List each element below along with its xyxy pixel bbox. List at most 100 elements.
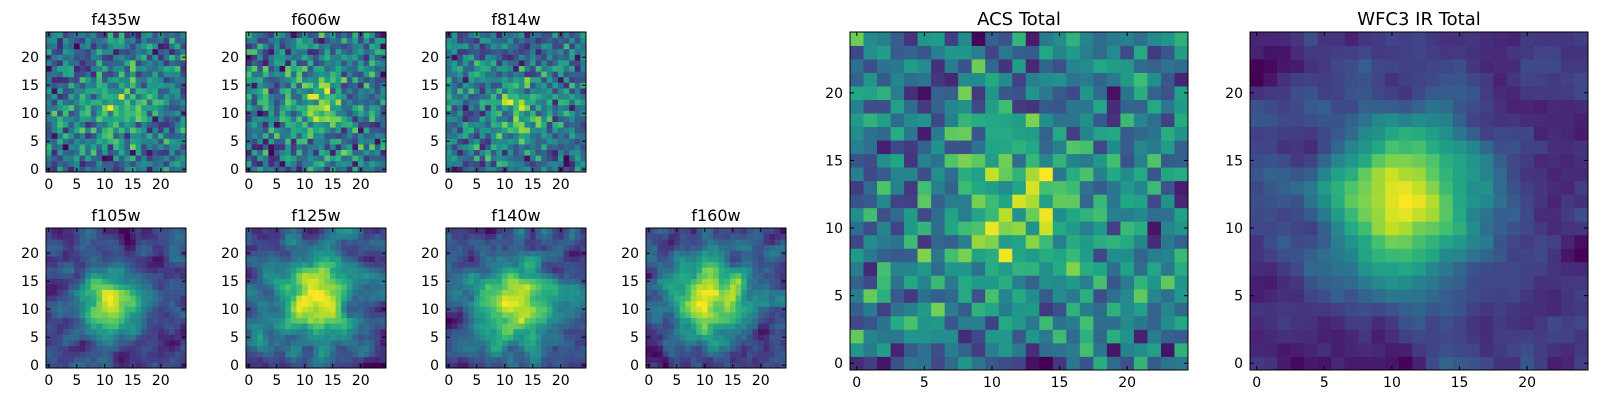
heatmap-cell (251, 121, 258, 128)
heatmap-cell (118, 138, 125, 145)
heatmap-cell (152, 132, 159, 139)
heatmap-cell (485, 116, 492, 122)
heatmap-cell (502, 323, 508, 330)
heatmap-cell (485, 278, 492, 285)
heatmap-cell (485, 267, 492, 274)
heatmap-cell (1039, 248, 1054, 263)
heatmap-cell (180, 121, 187, 128)
heatmap-cell (324, 278, 331, 285)
heatmap-cell (74, 317, 80, 324)
heatmap-cell (163, 362, 170, 369)
heatmap-cell (468, 284, 475, 290)
heatmap-cell (513, 116, 520, 122)
heatmap-cell (363, 104, 370, 111)
heatmap-cell (141, 116, 148, 122)
heatmap-cell (90, 155, 97, 162)
heatmap-cell (124, 82, 131, 89)
heatmap-cell (451, 244, 458, 251)
heatmap-cell (490, 317, 497, 324)
heatmap-cell (118, 306, 125, 313)
heatmap-cell (558, 306, 564, 313)
heatmap-cell (85, 239, 92, 246)
heatmap-cell (485, 88, 492, 94)
heatmap-cell (113, 127, 120, 134)
heatmap-cell (741, 278, 748, 285)
heatmap-cell (307, 121, 314, 128)
heatmap-cell (62, 76, 69, 83)
heatmap-cell (124, 132, 131, 139)
heatmap-cell (657, 261, 664, 268)
y-tick-label: 0 (30, 162, 39, 178)
heatmap-cell (380, 284, 387, 290)
heatmap-cell (890, 153, 905, 168)
heatmap-cell (268, 340, 275, 346)
heatmap-cell (674, 244, 680, 251)
heatmap-cell (541, 278, 548, 285)
heatmap-cell (118, 121, 125, 128)
heatmap-cell (546, 278, 553, 285)
heatmap-cell (451, 239, 458, 246)
heatmap-cell (324, 362, 331, 369)
heatmap-cell (690, 295, 697, 302)
heatmap-cell (174, 233, 181, 240)
heatmap-cell (102, 93, 108, 100)
heatmap-cell (380, 88, 387, 94)
heatmap-cell (713, 233, 720, 240)
heatmap-cell (363, 340, 370, 346)
heatmap-cell (462, 278, 469, 285)
heatmap-cell (85, 323, 92, 330)
heatmap-cell (1012, 167, 1027, 182)
heatmap-cell (163, 239, 170, 246)
heatmap-cell (141, 132, 148, 139)
heatmap-cell (474, 43, 480, 50)
heatmap-cell (558, 60, 564, 66)
heatmap-cell (335, 284, 342, 290)
heatmap-cell (563, 71, 570, 78)
heatmap-cell (285, 244, 292, 251)
heatmap-cell (113, 76, 120, 83)
y-tick-label: 10 (421, 106, 439, 122)
heatmap-cell (135, 132, 142, 139)
heatmap-cell (285, 144, 292, 150)
heatmap-cell (51, 37, 58, 44)
heatmap-cell (530, 345, 536, 352)
heatmap-cell (257, 250, 264, 257)
heatmap-cell (358, 233, 364, 240)
heatmap-cell (90, 351, 97, 358)
heatmap-cell (451, 267, 458, 274)
heatmap-cell (479, 54, 486, 61)
heatmap-cell (474, 267, 480, 274)
heatmap-cell (285, 340, 292, 346)
heatmap-cell (369, 149, 376, 156)
heatmap-cell (958, 315, 973, 330)
heatmap-cell (296, 295, 303, 302)
heatmap-cell (330, 132, 336, 139)
heatmap-cell (246, 88, 252, 94)
heatmap-cell (274, 312, 280, 318)
heatmap-cell (163, 272, 170, 279)
heatmap-cell (1052, 275, 1067, 290)
heatmap-cell (285, 82, 292, 89)
heatmap-cell (707, 239, 714, 246)
heatmap-cell (279, 155, 286, 162)
heatmap-cell (358, 267, 364, 274)
heatmap-cell (735, 300, 742, 307)
heatmap-cell (174, 110, 181, 117)
heatmap-cell (318, 93, 325, 100)
heatmap-cell (57, 362, 64, 369)
heatmap-cell (158, 37, 164, 44)
heatmap-cell (352, 48, 359, 55)
heatmap-cell (931, 153, 946, 168)
heatmap-cell (296, 334, 303, 341)
heatmap-cell (574, 345, 581, 352)
heatmap-cell (524, 267, 531, 274)
heatmap-cell (1066, 194, 1081, 209)
heatmap-cell (763, 312, 770, 318)
heatmap-cell (479, 132, 486, 139)
heatmap-cell (57, 351, 64, 358)
heatmap-cell (251, 356, 258, 363)
heatmap-cell (169, 88, 176, 94)
heatmap-cell (574, 272, 581, 279)
heatmap-cell (74, 334, 80, 341)
heatmap-cell (513, 272, 520, 279)
